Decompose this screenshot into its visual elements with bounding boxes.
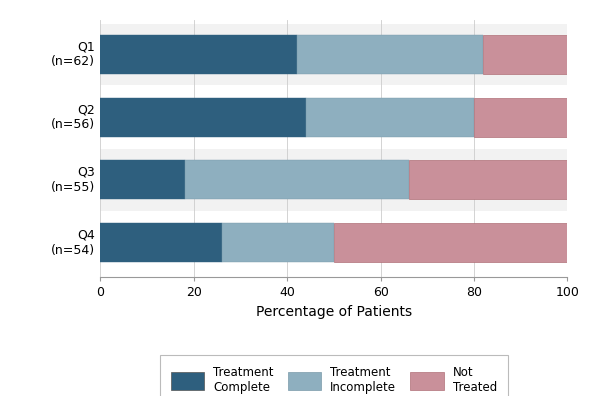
Bar <box>100 160 184 199</box>
Bar <box>100 212 567 273</box>
Legend: Treatment
Complete, Treatment
Incomplete, Not
Treated: Treatment Complete, Treatment Incomplete… <box>160 355 508 396</box>
Bar <box>297 35 483 74</box>
Bar <box>474 98 567 137</box>
Bar <box>100 98 306 137</box>
Bar <box>334 223 567 262</box>
Bar <box>222 223 334 262</box>
Bar <box>100 86 567 148</box>
Bar <box>408 160 567 199</box>
Bar <box>100 149 567 211</box>
Bar <box>100 24 567 85</box>
Bar <box>184 160 408 199</box>
Bar <box>100 35 297 74</box>
Bar <box>100 223 222 262</box>
X-axis label: Percentage of Patients: Percentage of Patients <box>256 305 412 319</box>
Bar <box>306 98 474 137</box>
Bar <box>483 35 567 74</box>
